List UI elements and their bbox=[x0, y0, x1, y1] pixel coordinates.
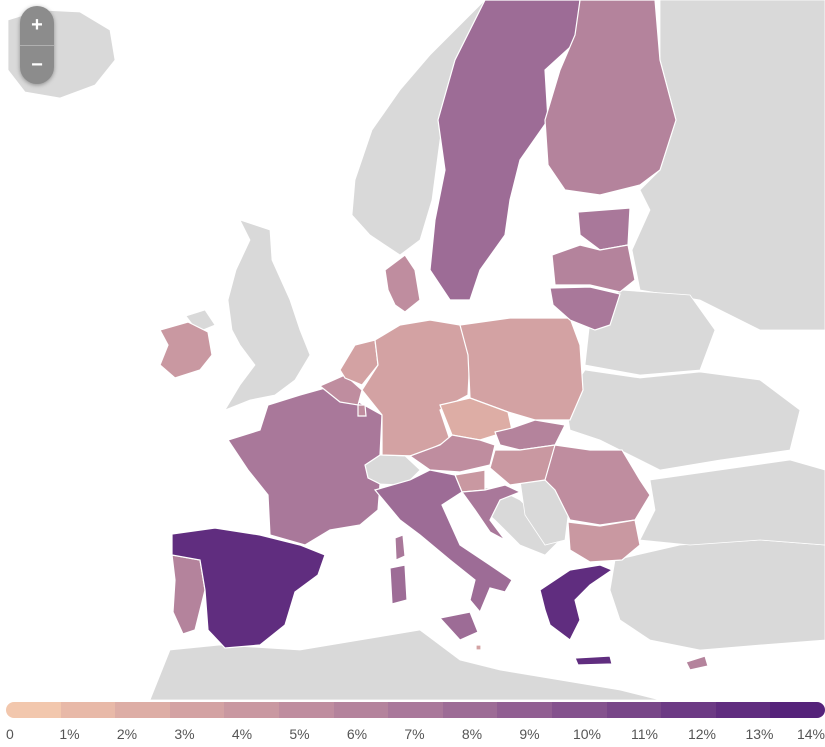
north-africa bbox=[149, 629, 661, 700]
legend-label: 2% bbox=[116, 726, 138, 742]
legend-label: 1% bbox=[59, 726, 80, 742]
zoom-in-button[interactable]: + bbox=[20, 6, 54, 46]
background-land bbox=[7, 0, 825, 700]
country-latvia[interactable] bbox=[551, 244, 636, 293]
country-finland[interactable] bbox=[544, 0, 677, 196]
country-spain[interactable] bbox=[171, 527, 326, 649]
country-luxembourg[interactable] bbox=[357, 404, 367, 417]
country-france[interactable] bbox=[227, 387, 383, 546]
country-italy[interactable] bbox=[373, 469, 513, 614]
legend-label: 8% bbox=[461, 726, 483, 742]
legend-swatch bbox=[115, 702, 170, 718]
member-states bbox=[159, 0, 709, 671]
country-lithuania[interactable] bbox=[549, 286, 621, 331]
country-germany[interactable] bbox=[361, 319, 471, 457]
legend-swatch bbox=[388, 702, 443, 718]
legend-label: 13% bbox=[745, 726, 774, 742]
legend-label: 11% bbox=[631, 726, 658, 742]
norway bbox=[351, 0, 501, 256]
country-austria[interactable] bbox=[408, 434, 496, 473]
country-croatia[interactable] bbox=[460, 484, 522, 541]
legend-labels: 0 1% 2% 3% 4% 5% 6% 7% 8% 9% 10% 11% 12% 13% 14% bbox=[6, 726, 825, 744]
country-poland[interactable] bbox=[459, 317, 584, 421]
legend-label: 5% bbox=[289, 726, 310, 742]
country-crete[interactable] bbox=[574, 655, 613, 666]
legend-swatch bbox=[715, 702, 771, 718]
zoom-control: + − bbox=[20, 6, 54, 84]
color-legend: 0 1% 2% 3% 4% 5% 6% 7% 8% 9% 10% 11% 12% 13% 14% bbox=[6, 702, 825, 747]
legend-swatch bbox=[661, 702, 716, 718]
country-corsica[interactable] bbox=[394, 534, 406, 561]
legend-swatch bbox=[60, 702, 116, 718]
country-malta[interactable] bbox=[475, 644, 482, 651]
legend-label: 14% bbox=[796, 726, 825, 742]
legend-color-bar bbox=[6, 702, 825, 718]
legend-label: 4% bbox=[231, 726, 253, 742]
country-cyprus[interactable] bbox=[685, 655, 709, 671]
country-belgium[interactable] bbox=[318, 374, 363, 406]
country-bulgaria[interactable] bbox=[567, 519, 641, 563]
legend-swatch bbox=[442, 702, 498, 718]
legend-label: 10% bbox=[572, 726, 602, 742]
legend-label: 7% bbox=[404, 726, 425, 742]
zoom-out-button[interactable]: − bbox=[31, 54, 43, 76]
legend-label: 3% bbox=[174, 726, 195, 742]
great-britain bbox=[224, 219, 311, 411]
europe-choropleth-map[interactable] bbox=[0, 0, 825, 700]
legend-swatch bbox=[606, 702, 662, 718]
legend-swatch bbox=[551, 702, 607, 718]
legend-swatch bbox=[278, 702, 334, 718]
black-sea-shore bbox=[639, 459, 825, 546]
country-sicily[interactable] bbox=[438, 611, 479, 641]
legend-swatch bbox=[224, 702, 279, 718]
country-greece[interactable] bbox=[539, 564, 614, 641]
country-ireland[interactable] bbox=[159, 321, 213, 379]
country-slovakia[interactable] bbox=[494, 419, 566, 451]
legend-swatch bbox=[333, 702, 389, 718]
country-sardinia[interactable] bbox=[389, 564, 408, 605]
country-denmark[interactable] bbox=[384, 254, 421, 313]
legend-swatch bbox=[169, 702, 225, 718]
legend-swatch bbox=[770, 702, 825, 718]
turkey bbox=[609, 539, 825, 651]
legend-label: 6% bbox=[346, 726, 368, 742]
legend-label: 0 bbox=[6, 726, 14, 742]
country-sweden[interactable] bbox=[429, 0, 581, 301]
legend-swatch bbox=[497, 702, 552, 718]
ukraine bbox=[564, 369, 801, 471]
legend-label: 12% bbox=[687, 726, 717, 742]
legend-swatch bbox=[6, 702, 61, 718]
legend-label: 9% bbox=[519, 726, 540, 742]
